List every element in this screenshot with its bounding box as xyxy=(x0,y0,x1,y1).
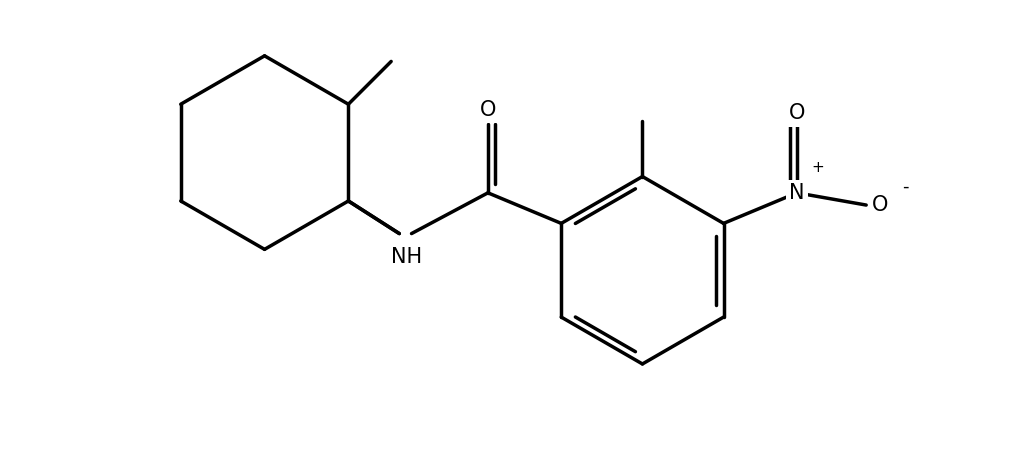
Text: N: N xyxy=(789,183,804,203)
Text: NH: NH xyxy=(390,247,422,267)
Text: O: O xyxy=(479,101,495,120)
Text: -: - xyxy=(901,178,907,196)
Text: +: + xyxy=(810,160,823,175)
Text: O: O xyxy=(788,103,804,123)
Text: O: O xyxy=(871,195,888,215)
